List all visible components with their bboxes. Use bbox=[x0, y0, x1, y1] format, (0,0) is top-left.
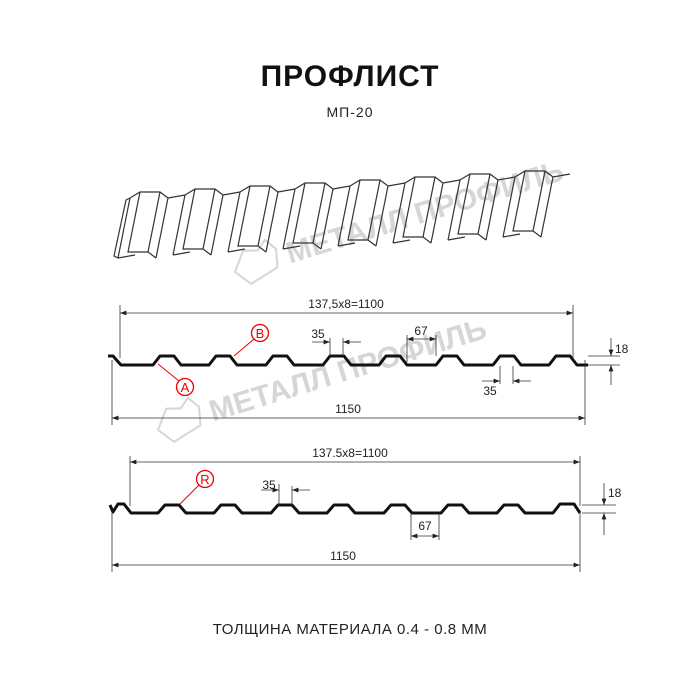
profile-1-bottom-flat-label: 35 bbox=[483, 384, 497, 398]
profile-1-width-label: 1150 bbox=[335, 402, 361, 416]
profile-1-dimensions bbox=[111, 305, 620, 425]
profile-2-width-label: 1150 bbox=[330, 549, 356, 563]
profile-2-dimensions bbox=[111, 456, 616, 572]
profile-1-rib-base-label: 67 bbox=[414, 324, 428, 338]
marker-r: R bbox=[179, 469, 215, 505]
sheet-rib bbox=[337, 179, 406, 247]
sheet-rib bbox=[392, 176, 461, 244]
sheet-rib bbox=[447, 173, 516, 241]
profile-1-pitch-label: 137,5x8=1100 bbox=[308, 297, 384, 311]
sheet-isometric-view bbox=[113, 170, 571, 259]
profile-1-section bbox=[108, 354, 588, 367]
profile-2-rib-base-label: 67 bbox=[418, 519, 432, 533]
profile-1-height-label: 18 bbox=[615, 342, 629, 356]
profile-model: МП-20 bbox=[326, 104, 374, 120]
material-thickness-note: ТОЛЩИНА МАТЕРИАЛА 0.4 - 0.8 ММ bbox=[212, 621, 488, 638]
sheet-rib bbox=[282, 182, 351, 250]
marker-a: A bbox=[157, 363, 195, 397]
sheet-rib bbox=[502, 170, 571, 238]
marker-b: B bbox=[233, 323, 270, 357]
svg-text:B: B bbox=[256, 326, 265, 341]
profile-2-top-flat-label: 35 bbox=[262, 478, 276, 492]
svg-text:A: A bbox=[181, 380, 190, 395]
page-title: ПРОФЛИСТ bbox=[260, 60, 440, 93]
sheet-rib bbox=[172, 188, 241, 256]
profile-2-section bbox=[108, 502, 582, 515]
profile-2-height-label: 18 bbox=[608, 486, 622, 500]
profile-2-pitch-label: 137.5x8=1100 bbox=[312, 446, 388, 460]
sheet-rib bbox=[227, 185, 296, 253]
profile-1-top-flat-label: 35 bbox=[311, 327, 325, 341]
svg-text:R: R bbox=[200, 472, 209, 487]
sheet-rib bbox=[117, 191, 186, 259]
